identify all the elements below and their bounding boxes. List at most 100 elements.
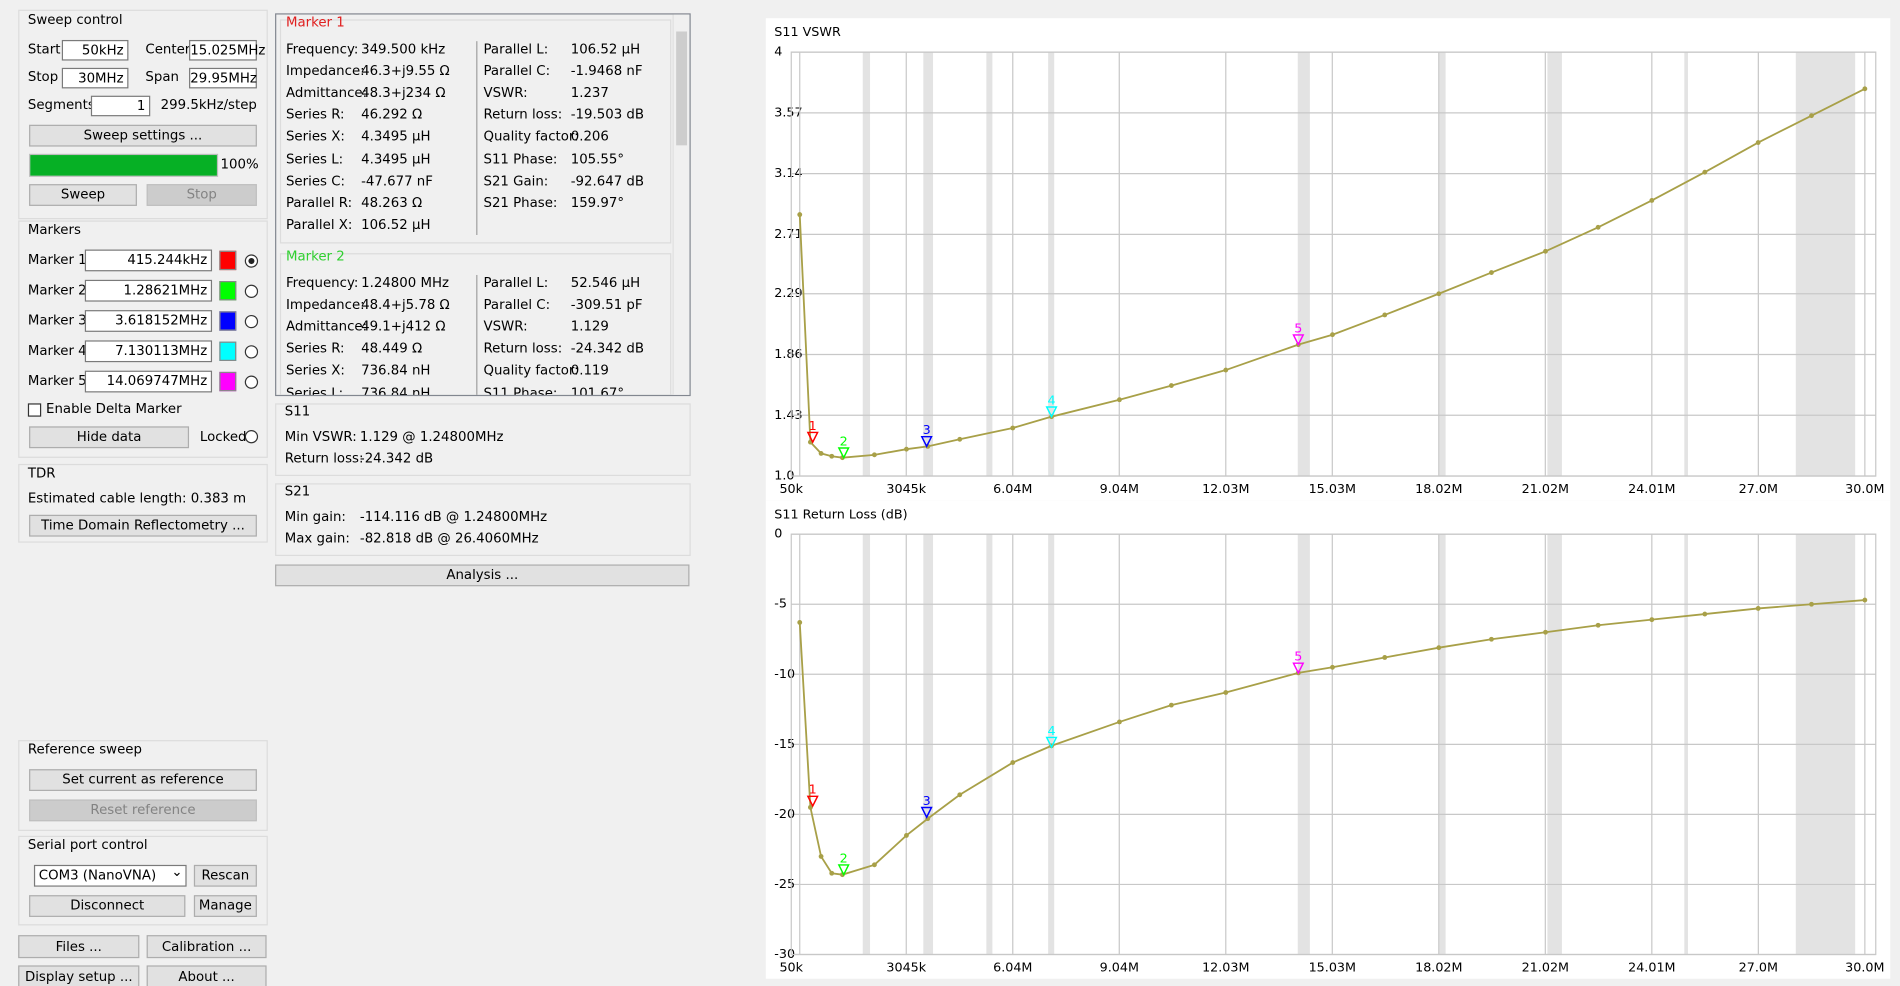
button[interactable]: Display setup ... bbox=[18, 965, 140, 986]
input[interactable]: 1 bbox=[90, 95, 151, 117]
field-value: 4.3495 μH bbox=[361, 128, 431, 145]
field-value: 106.52 μH bbox=[361, 216, 431, 233]
radio-button[interactable] bbox=[244, 314, 259, 329]
button[interactable]: Rescan bbox=[193, 864, 257, 887]
x-tick-label: 30.0M bbox=[1845, 481, 1884, 496]
scrollbar-thumb[interactable] bbox=[676, 31, 688, 146]
button[interactable]: Hide data bbox=[29, 426, 190, 449]
button[interactable]: Sweep bbox=[29, 184, 137, 206]
button[interactable]: Manage bbox=[193, 895, 257, 917]
y-tick-label: 1.86 bbox=[774, 346, 802, 361]
marker-triangle bbox=[837, 447, 850, 460]
field-value: -19.503 dB bbox=[570, 106, 645, 123]
button[interactable]: Files ... bbox=[18, 935, 140, 959]
y-tick-label: -20 bbox=[774, 806, 795, 821]
radio-button[interactable] bbox=[244, 254, 259, 268]
label: Segments bbox=[27, 96, 95, 113]
button[interactable]: Disconnect bbox=[29, 895, 186, 917]
field-label: Parallel X: bbox=[285, 216, 353, 233]
data-line bbox=[798, 88, 1866, 459]
label: Stop bbox=[27, 69, 59, 85]
y-tick-label: 3.14 bbox=[774, 165, 802, 180]
field-value: 0.206 bbox=[570, 128, 609, 145]
data-point bbox=[1010, 425, 1016, 431]
data-point bbox=[1223, 690, 1229, 695]
data-line bbox=[798, 599, 1865, 876]
marker-label: 3 bbox=[923, 793, 931, 808]
group-title: Sweep control bbox=[27, 12, 123, 28]
marker-label: 1 bbox=[809, 782, 817, 797]
x-tick-label: 18.02M bbox=[1415, 959, 1462, 974]
shaded-band bbox=[986, 52, 993, 477]
marker-triangle bbox=[806, 431, 819, 444]
field-value: 48.263 Ω bbox=[361, 194, 423, 211]
button[interactable]: Sweep settings ... bbox=[29, 124, 257, 147]
label: Center bbox=[145, 41, 191, 57]
radio-button[interactable] bbox=[244, 430, 259, 444]
field-value: 105.55° bbox=[570, 150, 625, 167]
button[interactable]: Calibration ... bbox=[146, 935, 267, 959]
field-value: 1.237 bbox=[570, 85, 609, 101]
field-label: Admittance: bbox=[285, 318, 368, 335]
radio-button[interactable] bbox=[244, 345, 259, 359]
field-value: 46.292 Ω bbox=[361, 106, 423, 123]
data-point bbox=[1436, 291, 1442, 297]
field-value: -92.647 dB bbox=[570, 172, 645, 189]
input[interactable]: 14.069747MHz bbox=[84, 370, 213, 393]
label: 100% bbox=[220, 156, 259, 173]
field-label: Parallel C: bbox=[483, 63, 551, 79]
button[interactable]: Time Domain Reflectometry ... bbox=[29, 514, 257, 537]
progress-fill bbox=[30, 155, 217, 176]
button[interactable]: Set current as reference bbox=[29, 769, 257, 791]
x-tick-label: 21.02M bbox=[1522, 959, 1569, 974]
input[interactable]: 7.130113MHz bbox=[84, 340, 213, 363]
field-label: Series L: bbox=[285, 150, 344, 167]
checkbox[interactable] bbox=[27, 403, 42, 417]
input[interactable]: 29.95MHz bbox=[189, 67, 257, 89]
field-label: Quality factor: bbox=[483, 128, 579, 145]
radio-button[interactable] bbox=[244, 284, 259, 298]
field-value: 49.1+j412 Ω bbox=[361, 318, 446, 335]
input[interactable]: 30MHz bbox=[61, 67, 129, 89]
field-label: S21 Phase: bbox=[483, 194, 558, 211]
field-value: 52.546 μH bbox=[570, 274, 641, 291]
button: Reset reference bbox=[29, 799, 257, 822]
color-button[interactable] bbox=[219, 250, 237, 271]
combo-box[interactable]: COM3 (NanoVNA) ⌄ bbox=[33, 863, 187, 887]
y-tick-label: 0 bbox=[774, 526, 782, 541]
scrollbar[interactable] bbox=[672, 14, 690, 395]
group-title: S21 bbox=[284, 483, 311, 500]
button[interactable]: About ... bbox=[146, 965, 267, 986]
marker-label: 4 bbox=[1047, 392, 1055, 407]
color-button[interactable] bbox=[219, 371, 237, 392]
radio-button[interactable] bbox=[244, 375, 259, 389]
color-button[interactable] bbox=[219, 311, 237, 331]
y-tick-label: -25 bbox=[774, 876, 795, 891]
color-button[interactable] bbox=[219, 341, 237, 361]
field-value: 101.67° bbox=[570, 384, 625, 397]
field-value: 48.449 Ω bbox=[361, 340, 423, 357]
field-label: Series X: bbox=[285, 362, 345, 379]
field-value: 349.500 kHz bbox=[361, 41, 446, 57]
color-button[interactable] bbox=[219, 281, 237, 301]
field-label: Series X: bbox=[285, 128, 345, 145]
input[interactable]: 15.025MHz bbox=[189, 39, 265, 61]
data-point bbox=[872, 862, 877, 868]
data-point bbox=[1543, 248, 1548, 254]
field-label: Quality factor: bbox=[483, 362, 579, 379]
chart-title: S11 VSWR bbox=[774, 24, 841, 39]
field-label: Frequency: bbox=[285, 274, 359, 291]
input[interactable]: 50kHz bbox=[61, 39, 129, 61]
x-tick-label: 3045k bbox=[886, 959, 926, 974]
label: Marker 2 bbox=[27, 282, 87, 298]
field-label: Return loss: bbox=[483, 340, 563, 357]
data-point bbox=[1702, 169, 1708, 175]
input[interactable]: 1.28621MHz bbox=[84, 279, 213, 302]
input[interactable]: 415.244kHz bbox=[84, 249, 213, 272]
input[interactable]: 3.618152MHz bbox=[84, 310, 213, 332]
button[interactable]: Analysis ... bbox=[275, 564, 690, 587]
combo-arrow: ⌄ bbox=[171, 863, 183, 880]
x-tick-label: 15.03M bbox=[1309, 481, 1356, 496]
shaded-band bbox=[1439, 52, 1446, 477]
field-value: -114.116 dB @ 1.24800MHz bbox=[359, 508, 548, 525]
